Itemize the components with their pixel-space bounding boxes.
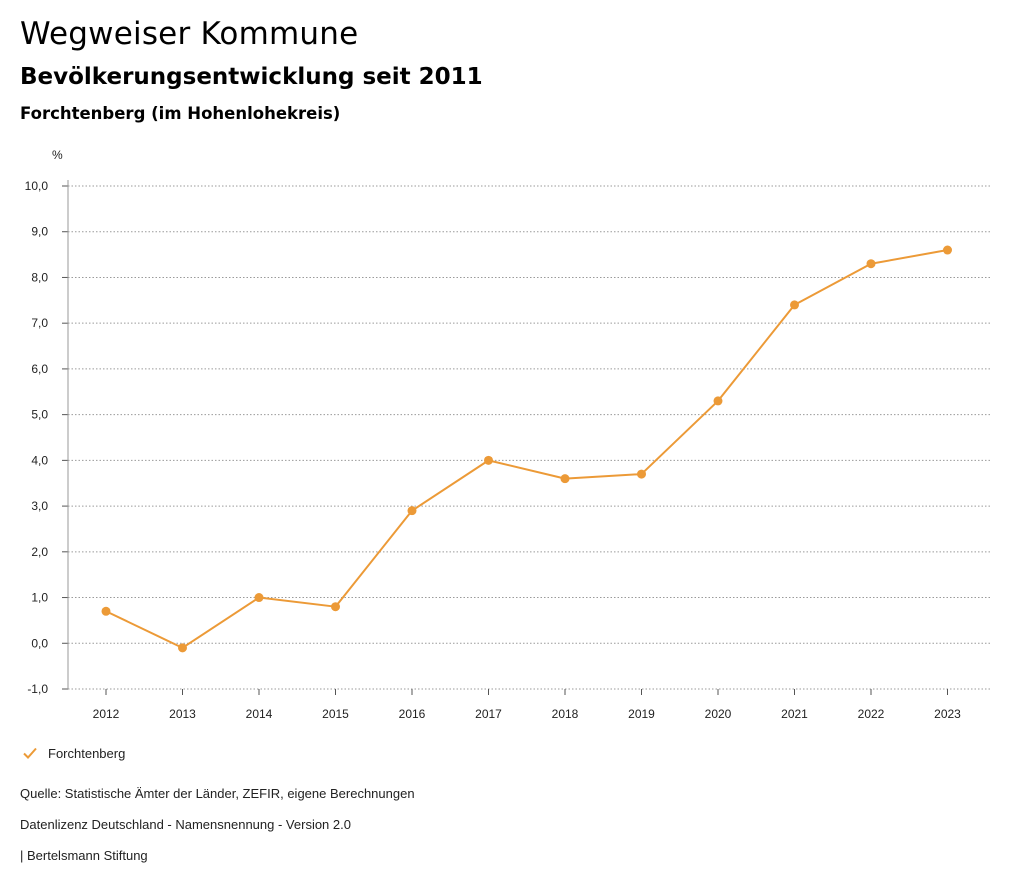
data-point xyxy=(484,455,493,465)
y-tick-label: 6,0 xyxy=(31,362,48,376)
data-point xyxy=(254,593,264,603)
legend-item-forchtenberg[interactable]: Forchtenberg xyxy=(22,745,125,761)
x-tick-label: 2017 xyxy=(475,707,502,721)
y-tick-label: -1,0 xyxy=(27,682,48,696)
legend-label: Forchtenberg xyxy=(48,745,126,761)
x-tick-label: 2013 xyxy=(169,707,196,721)
data-point xyxy=(866,259,876,269)
data-point xyxy=(407,506,417,516)
publisher-note: | Bertelsmann Stiftung xyxy=(20,848,148,863)
x-tick-label: 2016 xyxy=(399,707,426,721)
x-tick-label: 2014 xyxy=(246,707,273,721)
data-point xyxy=(713,396,723,406)
page-title: Wegweiser Kommune xyxy=(20,16,359,52)
data-point xyxy=(637,469,646,479)
chart-subtitle: Bevölkerungsentwicklung seit 2011 xyxy=(20,64,483,90)
x-tick-label: 2020 xyxy=(705,707,732,721)
y-tick-label: 3,0 xyxy=(31,499,48,513)
y-tick-label: 4,0 xyxy=(31,453,48,467)
y-unit-label: % xyxy=(52,148,63,162)
data-point xyxy=(178,643,187,653)
x-tick-label: 2023 xyxy=(934,707,961,721)
series-line xyxy=(105,249,948,649)
data-point xyxy=(560,474,570,484)
y-tick-label: 1,0 xyxy=(31,591,48,605)
check-icon xyxy=(23,747,37,759)
x-tick-label: 2022 xyxy=(858,707,885,721)
x-tick-label: 2021 xyxy=(781,707,808,721)
license-note: Datenlizenz Deutschland - Namensnennung … xyxy=(20,817,351,832)
data-point xyxy=(943,245,952,255)
y-tick-label: 0,0 xyxy=(31,636,48,650)
x-tick-label: 2019 xyxy=(628,707,655,721)
y-tick-label: 5,0 xyxy=(31,408,48,422)
source-note: Quelle: Statistische Ämter der Länder, Z… xyxy=(20,786,415,801)
region-title: Forchtenberg (im Hohenlohekreis) xyxy=(20,104,341,123)
y-tick-label: 9,0 xyxy=(31,225,48,239)
y-tick-label: 2,0 xyxy=(31,545,48,559)
y-tick-label: 7,0 xyxy=(31,316,48,330)
line-chart: % -1,0 0,0 1,0 2,0 3,0 4,0 5,0 6,0 7,0 8,0 9,0 10,0 2… xyxy=(25,148,990,721)
y-tick-label: 10,0 xyxy=(25,179,49,193)
data-point xyxy=(101,606,111,616)
data-point xyxy=(331,602,340,612)
x-tick-label: 2015 xyxy=(322,707,349,721)
data-point xyxy=(790,300,799,310)
x-tick-label: 2012 xyxy=(93,707,120,721)
y-tick-label: 8,0 xyxy=(31,270,48,284)
x-tick-label: 2018 xyxy=(552,707,579,721)
